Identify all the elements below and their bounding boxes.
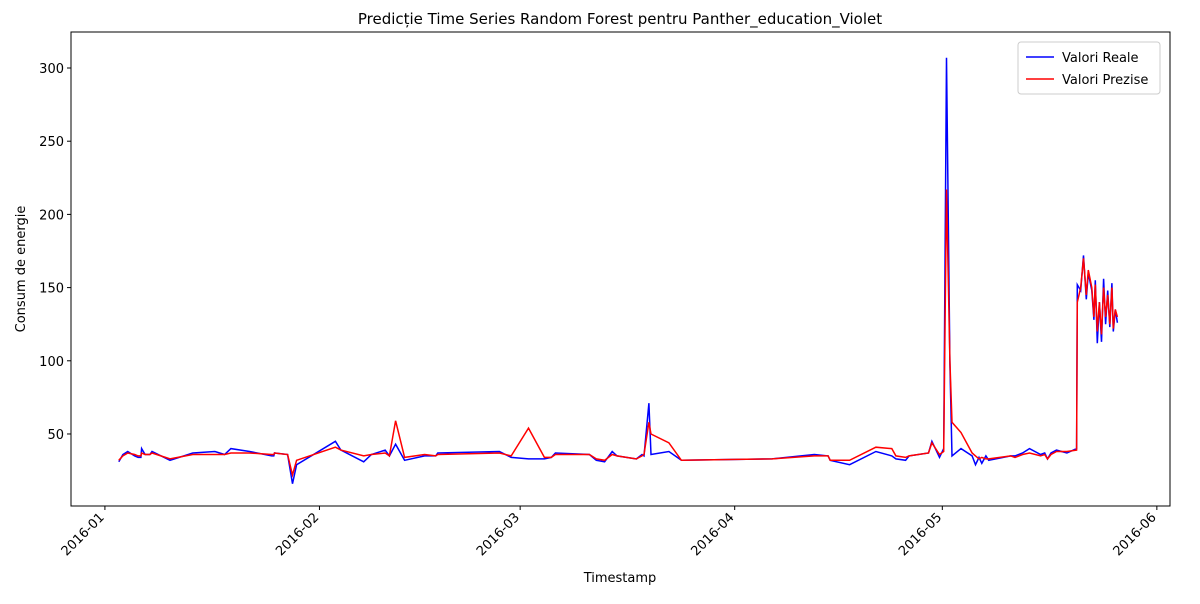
x-axis-label: Timestamp [583,571,657,586]
y-tick-label: 50 [47,428,64,443]
y-tick-label: 200 [39,208,64,223]
legend-label: Valori Prezise [1062,73,1148,88]
x-tick-label: 2016-03 [474,510,523,559]
legend-label: Valori Reale [1062,51,1139,66]
y-tick-label: 100 [39,355,64,370]
legend: Valori Reale Valori Prezise [1017,41,1161,95]
y-tick-label: 300 [39,62,64,77]
x-tick-label: 2016-02 [273,510,322,559]
chart-title: Predicție Time Series Random Forest pent… [358,10,882,29]
series-line [118,57,1119,484]
series-line [118,189,1119,478]
x-tick-label: 2016-05 [896,510,945,559]
x-tick-label: 2016-04 [688,510,737,559]
plot-area [70,31,1171,507]
legend-box [1017,41,1161,95]
y-axis-label: Consum de energie [14,206,29,333]
y-tick-label: 150 [39,282,64,297]
x-tick-label: 2016-01 [59,510,108,559]
x-tick-label: 2016-06 [1111,510,1160,559]
y-tick-label: 250 [39,135,64,150]
